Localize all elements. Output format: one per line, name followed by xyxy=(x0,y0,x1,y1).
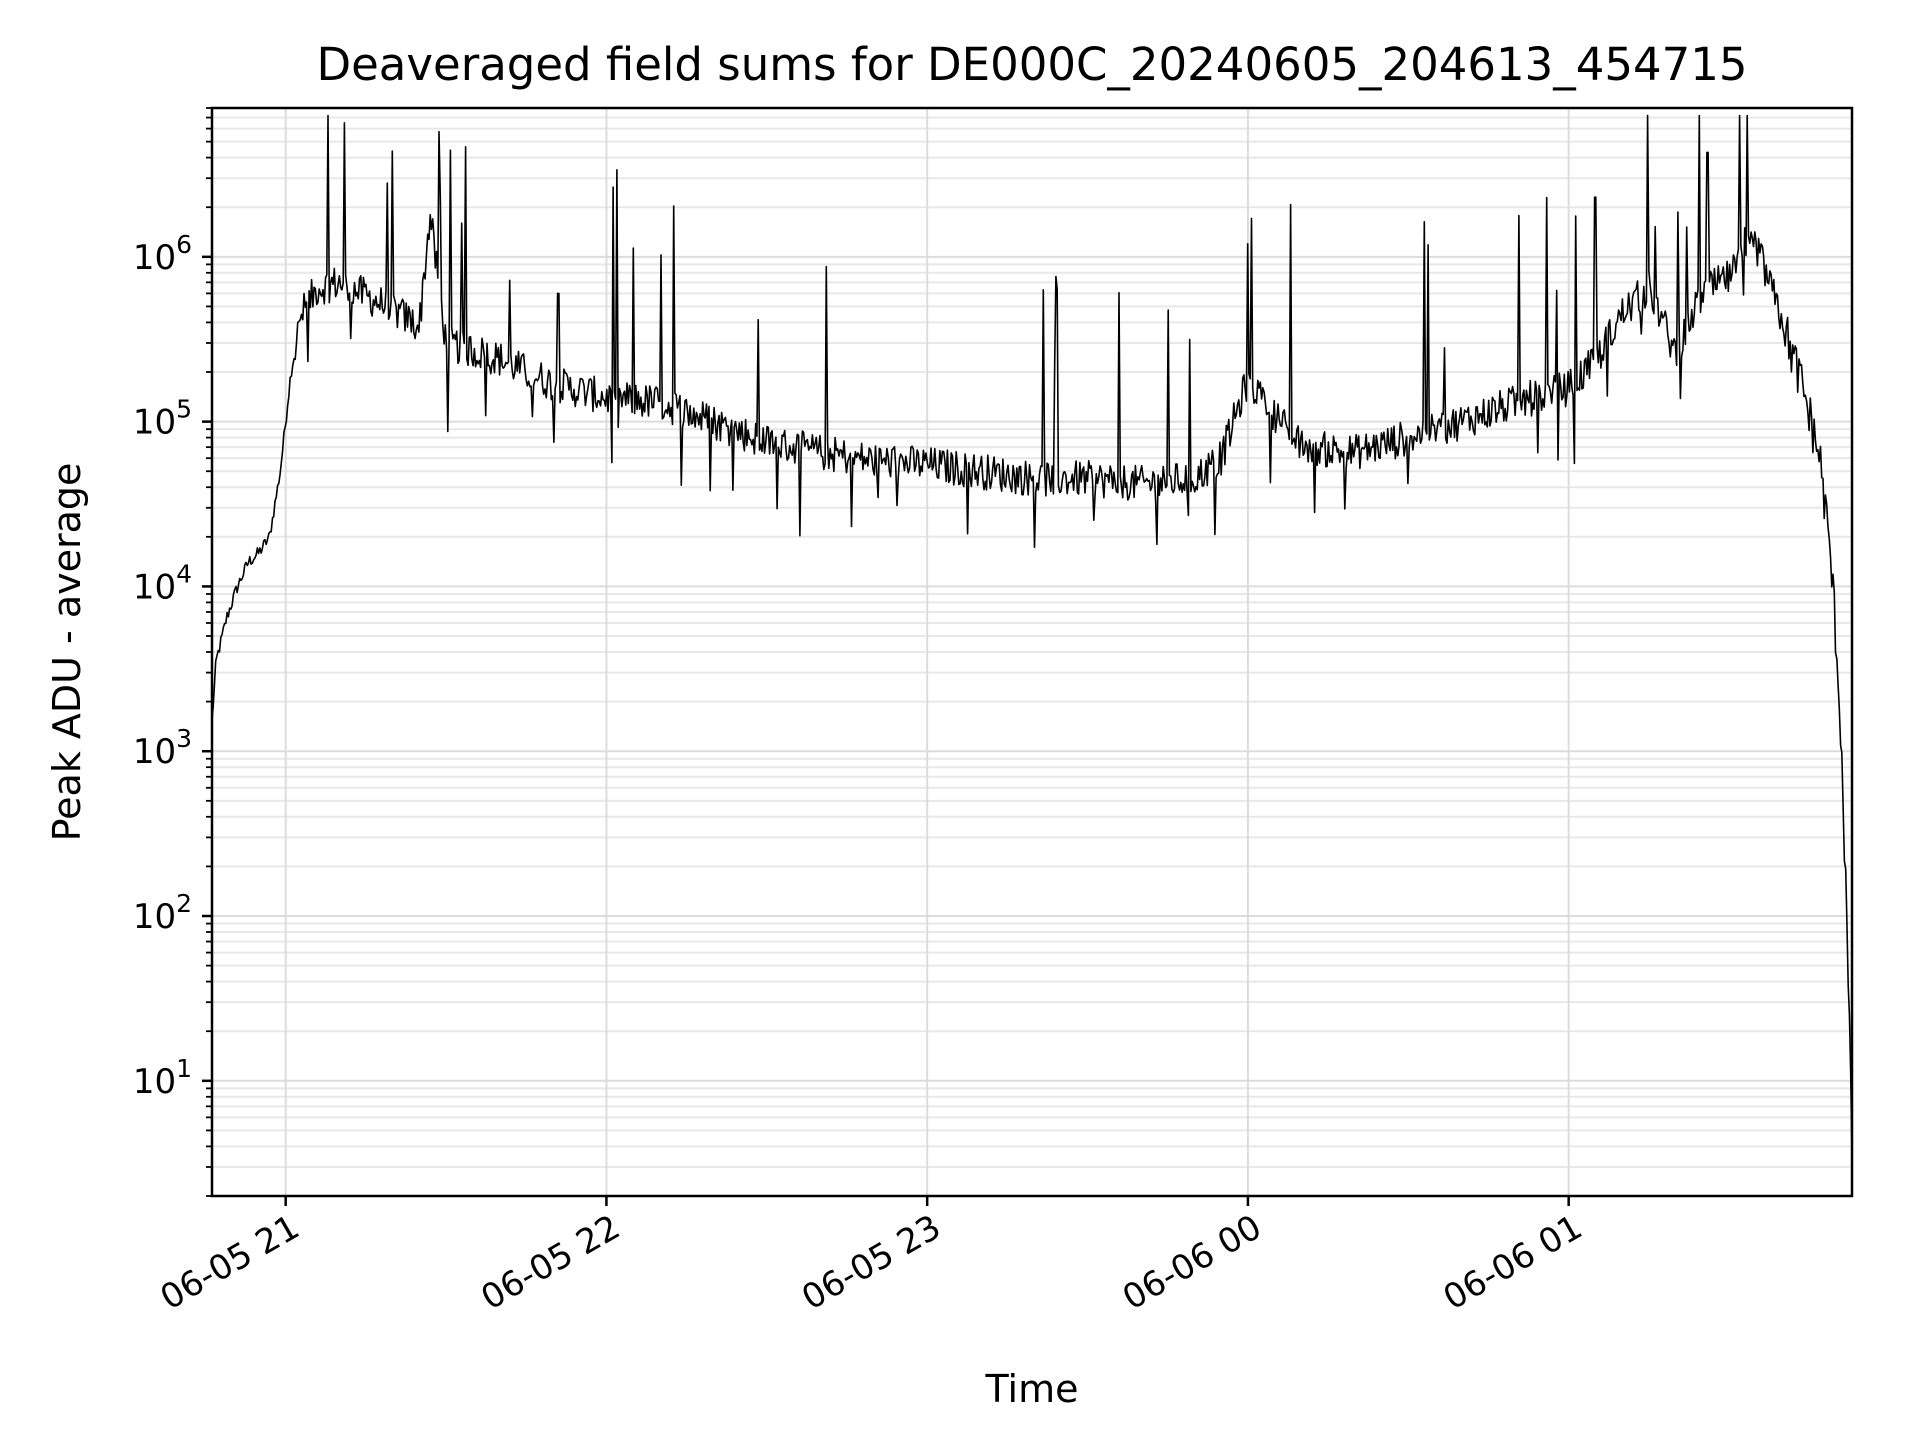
x-tick-label: 06-05 21 xyxy=(154,1207,306,1318)
y-tick-label: 102 xyxy=(133,889,192,937)
y-axis-label: Peak ADU - average xyxy=(45,463,89,842)
x-tick-label: 06-05 23 xyxy=(795,1207,947,1318)
x-tick-label: 06-06 01 xyxy=(1437,1207,1589,1318)
chart-title: Deaveraged field sums for DE000C_2024060… xyxy=(316,38,1747,91)
y-tick-label: 101 xyxy=(133,1054,192,1102)
x-tick-label: 06-05 22 xyxy=(475,1207,627,1318)
series-group xyxy=(211,114,1853,1159)
y-tick-label: 104 xyxy=(133,559,192,607)
y-tick-label: 105 xyxy=(133,395,192,443)
series-line xyxy=(211,114,1853,1159)
y-tick-label: 106 xyxy=(133,230,192,278)
y-tick-label: 103 xyxy=(133,724,192,772)
x-axis: 06-05 21 06-05 22 06-05 23 06-06 00 06-06 01 xyxy=(154,1196,1589,1318)
x-tick-label: 06-06 00 xyxy=(1116,1207,1268,1318)
x-axis-label: Time xyxy=(985,1367,1079,1411)
grid xyxy=(212,107,1852,1197)
y-axis: 101 102 103 104 105 106 xyxy=(133,107,212,1197)
